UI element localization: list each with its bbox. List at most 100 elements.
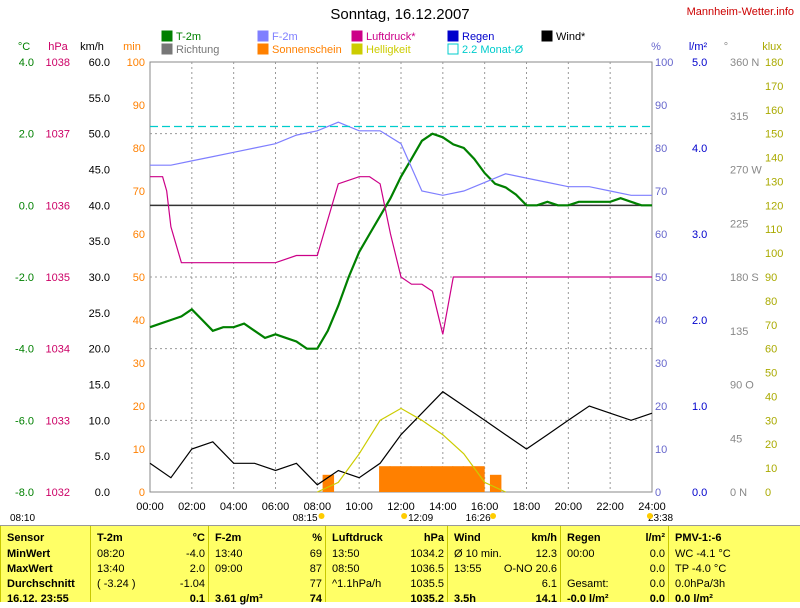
tick-label-direction: 180 S bbox=[730, 272, 759, 284]
stats-cell: 69 bbox=[309, 548, 322, 560]
tick-label-pressure: 1032 bbox=[46, 487, 70, 499]
stats-cell: 13:55 bbox=[454, 563, 482, 575]
tick-label-humidity: 90 bbox=[655, 100, 667, 112]
stats-row: MinWert bbox=[7, 548, 87, 563]
stats-cell: 87 bbox=[309, 563, 322, 575]
legend-label: Richtung bbox=[176, 44, 219, 56]
stats-cell: Gesamt: bbox=[567, 578, 609, 590]
tick-label-min: 60 bbox=[133, 229, 145, 241]
tick-label-temp: -8.0 bbox=[15, 487, 34, 499]
sunrise-label: 08:10 bbox=[10, 513, 35, 524]
time-tick: 00:00 bbox=[136, 501, 164, 513]
tick-label-temp: -2.0 bbox=[15, 272, 34, 284]
stats-cell: 3.61 g/m³ bbox=[215, 593, 263, 605]
tick-label-temp: 4.0 bbox=[19, 57, 34, 69]
tick-label-pressure: 1034 bbox=[46, 344, 70, 356]
sunshine-bar bbox=[462, 466, 475, 492]
sun-marker bbox=[646, 513, 653, 519]
tick-label-temp: -4.0 bbox=[15, 344, 34, 356]
tick-label-wind: 15.0 bbox=[89, 380, 110, 392]
stats-cell: °C bbox=[192, 532, 205, 544]
legend-swatch bbox=[161, 43, 173, 55]
legend-swatch bbox=[351, 30, 363, 42]
tick-label-lux: 150 bbox=[765, 129, 783, 141]
time-tick: 16:00 bbox=[471, 501, 499, 513]
tick-label-wind: 5.0 bbox=[95, 451, 110, 463]
tick-label-min: 30 bbox=[133, 358, 145, 370]
stats-cell: 13:50 bbox=[332, 548, 360, 560]
tick-label-humidity: 70 bbox=[655, 186, 667, 198]
stats-row: Sensor bbox=[7, 532, 87, 547]
stats-cell: Ø 10 min. bbox=[454, 548, 502, 560]
legend-label: Helligkeit bbox=[366, 44, 411, 56]
stats-row: 13:50 1034.2 bbox=[332, 548, 444, 563]
tick-label-min: 70 bbox=[133, 186, 145, 198]
stats-cell: 0.1 bbox=[189, 593, 205, 605]
stats-cell: O-NO 20.6 bbox=[503, 563, 557, 575]
stats-cell: 77 bbox=[309, 578, 322, 590]
tick-label-lux: 140 bbox=[765, 153, 783, 165]
series-wind- bbox=[149, 390, 653, 486]
legend-label: Luftdruck* bbox=[366, 31, 416, 43]
tick-label-humidity: 30 bbox=[655, 358, 667, 370]
tick-label-pressure: 1033 bbox=[46, 415, 70, 427]
tick-label-humidity: 20 bbox=[655, 401, 667, 413]
tick-label-pressure: 1036 bbox=[46, 200, 70, 212]
stats-column: Sensor MinWert MaxWert Durchschnitt 16.12. 2… bbox=[0, 526, 91, 605]
stats-cell: km/h bbox=[531, 532, 557, 544]
stats-table: Sensor MinWert MaxWert Durchschnitt 16.12. 2… bbox=[0, 525, 800, 605]
legend-label: Regen bbox=[462, 31, 494, 43]
tick-label-lux: 60 bbox=[765, 344, 777, 356]
tick-label-pressure: 1037 bbox=[46, 129, 70, 141]
sunshine-bar bbox=[452, 466, 464, 492]
tick-label-min: 50 bbox=[133, 272, 145, 284]
stats-cell: TP -4.0 °C bbox=[675, 563, 727, 575]
tick-label-min: 10 bbox=[133, 444, 145, 456]
axis-unit-wind: km/h bbox=[80, 41, 104, 53]
tick-label-wind: 10.0 bbox=[89, 415, 110, 427]
sunshine-bar bbox=[400, 466, 412, 492]
tick-label-lux: 40 bbox=[765, 391, 777, 403]
stats-cell: 08:50 bbox=[332, 563, 360, 575]
tick-label-direction: 225 bbox=[730, 218, 748, 230]
stats-row: 00:00 0.0 bbox=[567, 548, 665, 563]
stats-row: PMV-1:-6 bbox=[675, 532, 797, 547]
stats-row: 08:50 1036.5 bbox=[332, 563, 444, 578]
time-tick: 18:00 bbox=[513, 501, 541, 513]
time-tick: 08:00 bbox=[304, 501, 332, 513]
tick-label-lux: 80 bbox=[765, 296, 777, 308]
stats-cell: PMV-1:-6 bbox=[675, 532, 722, 544]
stats-cell: 1034.2 bbox=[410, 548, 444, 560]
axis-unit-rain: l/m² bbox=[689, 41, 708, 53]
time-tick: 02:00 bbox=[178, 501, 206, 513]
tick-label-min: 20 bbox=[133, 401, 145, 413]
sunshine-bar bbox=[322, 474, 335, 492]
tick-label-min: 80 bbox=[133, 143, 145, 155]
site-link[interactable]: Mannheim-Wetter.info bbox=[686, 6, 794, 18]
tick-label-humidity: 100 bbox=[655, 57, 673, 69]
tick-label-direction: 315 bbox=[730, 111, 748, 123]
stats-cell: 3.5h bbox=[454, 593, 477, 605]
time-tick: 04:00 bbox=[220, 501, 248, 513]
tick-label-min: 0 bbox=[139, 487, 145, 499]
stats-row: 0.0 bbox=[567, 563, 665, 578]
stats-cell: Wind bbox=[454, 532, 481, 544]
stats-cell: 0.0 bbox=[649, 563, 665, 575]
stats-row: 6.1 bbox=[454, 578, 557, 593]
stats-cell: 08:20 bbox=[97, 548, 125, 560]
tick-label-lux: 170 bbox=[765, 81, 783, 93]
tick-label-humidity: 60 bbox=[655, 229, 667, 241]
stats-cell: Durchschnitt bbox=[7, 578, 75, 590]
tick-label-lux: 50 bbox=[765, 368, 777, 380]
stats-column: T-2m °C 08:20 -4.0 13:40 2.0 ( -3.24 ) -1.04 0.1 bbox=[90, 526, 209, 605]
tick-label-humidity: 80 bbox=[655, 143, 667, 155]
stats-row: 0.0hPa/3h bbox=[675, 578, 797, 593]
legend-swatch bbox=[161, 30, 173, 42]
stats-row: Regen l/m² bbox=[567, 532, 665, 547]
stats-cell: l/m² bbox=[645, 532, 665, 544]
tick-label-wind: 25.0 bbox=[89, 308, 110, 320]
stats-column: Wind km/h Ø 10 min. 12.3 13:55 O-NO 20.6 6.1 3.… bbox=[447, 526, 561, 605]
weather-chart: 4.02.00.0-2.0-4.0-6.0-8.0103810371036103… bbox=[10, 30, 783, 524]
sunshine-bar bbox=[489, 474, 502, 492]
series-f-2m bbox=[150, 121, 652, 196]
